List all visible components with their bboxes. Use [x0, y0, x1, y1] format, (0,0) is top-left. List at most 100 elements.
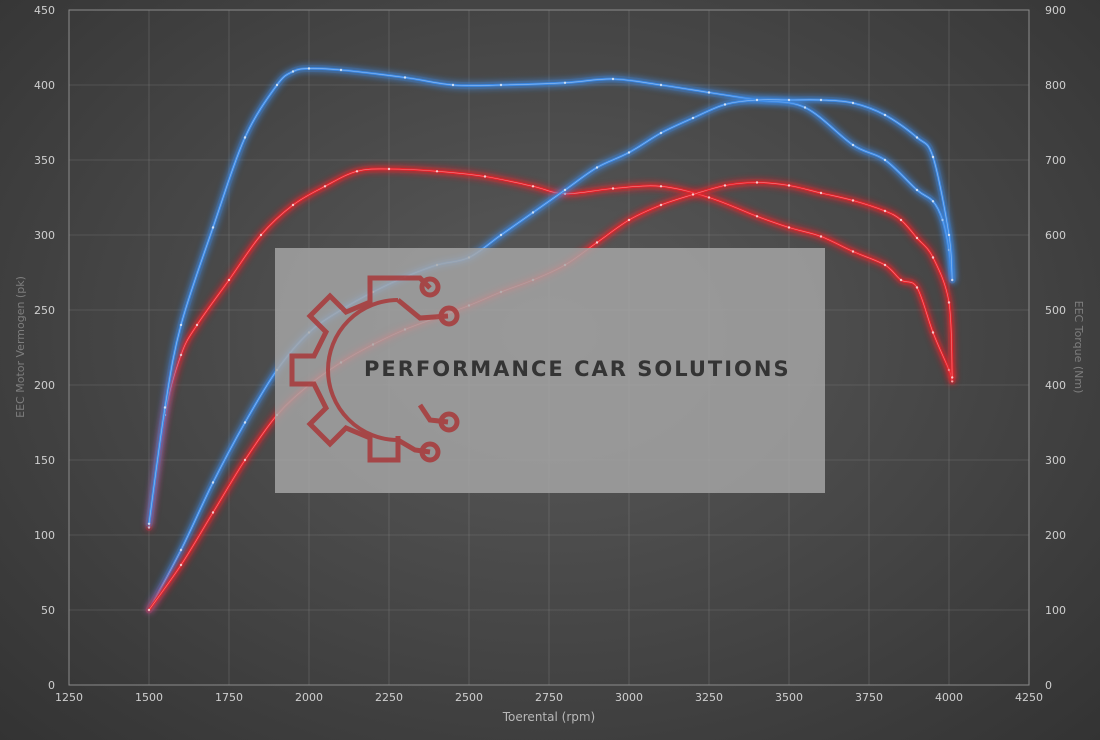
- y-tick-label: 400: [34, 79, 55, 92]
- data-point: [531, 211, 535, 214]
- data-point: [659, 185, 663, 188]
- data-point: [451, 83, 455, 87]
- data-point: [915, 136, 919, 139]
- data-point: [707, 91, 711, 94]
- y-axis-title: EEC Motor Vermogen (pk): [14, 276, 27, 418]
- y2-tick-label: 900: [1045, 4, 1066, 17]
- data-point: [947, 301, 951, 304]
- data-point: [163, 406, 167, 409]
- x-tick-label: 3000: [615, 691, 643, 704]
- data-point: [723, 184, 727, 187]
- data-point: [931, 155, 935, 159]
- data-point: [339, 68, 343, 72]
- y2-tick-label: 400: [1045, 379, 1066, 392]
- data-point: [531, 185, 535, 188]
- tick-labels: 1250 1500 1750 2000 2250 2500 2750 3000 3250 3500…: [34, 4, 1066, 704]
- y-tick-label: 350: [34, 154, 55, 167]
- y2-tick-label: 800: [1045, 79, 1066, 92]
- series-line: [147, 67, 954, 526]
- data-point: [851, 101, 855, 105]
- y-tick-label: 100: [34, 529, 55, 542]
- y2-tick-label: 100: [1045, 604, 1066, 617]
- data-point: [387, 167, 391, 171]
- data-point: [291, 70, 295, 73]
- data-point: [627, 151, 631, 154]
- data-point: [195, 323, 199, 327]
- data-point: [883, 113, 887, 117]
- watermark-text: PERFORMANCE CAR SOLUTIONS: [364, 357, 791, 381]
- y-tick-label: 300: [34, 229, 55, 242]
- data-point: [851, 143, 855, 147]
- plot-frame: [68, 9, 1030, 686]
- data-point: [851, 250, 855, 253]
- y2-tick-label: 200: [1045, 529, 1066, 542]
- data-point: [951, 278, 954, 282]
- data-point: [659, 131, 663, 135]
- data-point: [211, 226, 215, 229]
- data-point: [915, 286, 919, 289]
- data-point: [851, 199, 855, 202]
- data-point: [147, 608, 151, 612]
- data-point: [931, 256, 935, 259]
- data-point: [147, 522, 151, 525]
- data-point: [659, 83, 663, 87]
- data-point: [723, 103, 727, 106]
- x-tick-label: 1250: [55, 691, 83, 704]
- x-tick-label: 2250: [375, 691, 403, 704]
- data-point: [819, 191, 823, 195]
- data-point: [755, 98, 759, 102]
- watermark-box: [275, 248, 825, 493]
- data-point: [307, 67, 311, 70]
- y2-tick-label: 0: [1045, 679, 1052, 692]
- data-point: [323, 185, 327, 188]
- data-point: [883, 263, 887, 267]
- data-point: [915, 188, 919, 192]
- data-point: [211, 511, 215, 514]
- y2-tick-label: 500: [1045, 304, 1066, 317]
- data-point: [611, 77, 615, 81]
- data-point: [483, 175, 487, 178]
- data-point: [755, 215, 759, 218]
- data-point: [243, 136, 247, 139]
- data-point: [931, 331, 935, 334]
- data-point: [787, 184, 791, 187]
- y-tick-label: 0: [48, 679, 55, 692]
- data-point: [883, 158, 887, 162]
- watermark: PERFORMANCE CAR SOLUTIONS: [275, 248, 825, 493]
- data-point: [595, 166, 599, 169]
- data-point: [787, 226, 791, 229]
- data-point: [803, 106, 807, 109]
- data-point: [755, 181, 759, 184]
- data-point: [403, 76, 407, 79]
- data-point: [563, 188, 567, 192]
- y2-axis-title: EEC Torque (Nm): [1072, 301, 1085, 394]
- data-point: [611, 187, 615, 190]
- data-point: [883, 209, 887, 213]
- y-tick-label: 50: [41, 604, 55, 617]
- x-tick-label: 3500: [775, 691, 803, 704]
- data-point: [499, 233, 503, 237]
- data-point: [627, 218, 631, 222]
- series-stock-torque: [145, 64, 956, 528]
- x-tick-label: 3250: [695, 691, 723, 704]
- x-tick-label: 1750: [215, 691, 243, 704]
- data-point: [691, 116, 695, 120]
- x-tick-label: 2750: [535, 691, 563, 704]
- x-tick-label: 1500: [135, 691, 163, 704]
- y2-tick-label: 600: [1045, 229, 1066, 242]
- x-tick-label: 3750: [855, 691, 883, 704]
- data-point: [819, 98, 823, 102]
- x-tick-label: 4000: [935, 691, 963, 704]
- y-tick-label: 150: [34, 454, 55, 467]
- data-point: [899, 218, 903, 222]
- data-point: [931, 200, 935, 203]
- data-point: [899, 278, 903, 282]
- x-tick-label: 2000: [295, 691, 323, 704]
- y-tick-label: 200: [34, 379, 55, 392]
- data-point: [259, 233, 263, 237]
- data-point: [179, 353, 183, 357]
- data-point: [707, 196, 711, 199]
- data-point: [691, 193, 695, 196]
- x-tick-label: 4250: [1015, 691, 1043, 704]
